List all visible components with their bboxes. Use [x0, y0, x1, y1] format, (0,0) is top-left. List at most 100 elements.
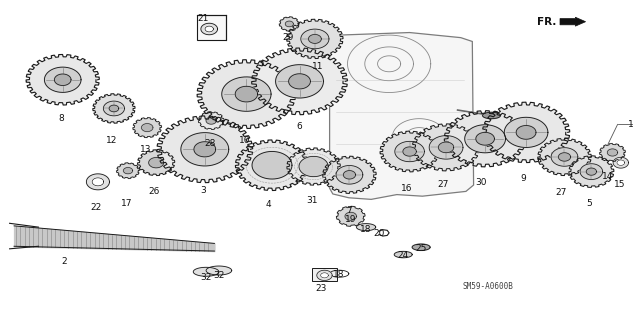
Polygon shape	[287, 19, 343, 59]
Polygon shape	[559, 153, 571, 161]
Polygon shape	[444, 111, 526, 167]
Polygon shape	[138, 150, 175, 175]
Polygon shape	[181, 133, 228, 166]
Text: 2: 2	[61, 257, 67, 266]
Polygon shape	[483, 102, 570, 163]
Bar	[312, 268, 337, 281]
Polygon shape	[148, 158, 164, 168]
Polygon shape	[193, 267, 219, 276]
Text: 5: 5	[586, 199, 591, 208]
Polygon shape	[116, 163, 140, 179]
Polygon shape	[600, 144, 625, 161]
Text: 9: 9	[521, 174, 526, 182]
Polygon shape	[285, 21, 293, 27]
Text: 27: 27	[437, 180, 449, 189]
Polygon shape	[560, 17, 586, 26]
Text: 12: 12	[106, 136, 118, 145]
Text: 15: 15	[614, 180, 625, 189]
Polygon shape	[222, 77, 271, 111]
Polygon shape	[26, 55, 99, 105]
Polygon shape	[301, 29, 329, 49]
Text: 32: 32	[200, 273, 212, 282]
Text: 11: 11	[312, 63, 323, 71]
Text: 31: 31	[307, 196, 318, 205]
Polygon shape	[198, 112, 224, 130]
Polygon shape	[617, 160, 625, 165]
Polygon shape	[344, 171, 356, 179]
Polygon shape	[504, 117, 548, 147]
Polygon shape	[197, 60, 296, 129]
Polygon shape	[205, 26, 213, 32]
Polygon shape	[86, 174, 109, 190]
Polygon shape	[483, 112, 500, 119]
Polygon shape	[476, 132, 494, 145]
Polygon shape	[252, 48, 348, 115]
Polygon shape	[356, 224, 376, 231]
Text: 18: 18	[360, 225, 372, 234]
Polygon shape	[133, 118, 161, 137]
Polygon shape	[157, 116, 253, 182]
Polygon shape	[412, 124, 480, 171]
Polygon shape	[321, 273, 328, 278]
Text: FR.: FR.	[538, 17, 557, 27]
Polygon shape	[276, 65, 323, 98]
Polygon shape	[92, 178, 104, 186]
Polygon shape	[279, 17, 300, 31]
Polygon shape	[289, 74, 310, 89]
Text: 21: 21	[198, 14, 209, 23]
Polygon shape	[236, 86, 258, 102]
Polygon shape	[516, 126, 536, 139]
Polygon shape	[337, 206, 365, 226]
Text: 27: 27	[555, 189, 566, 197]
Polygon shape	[299, 156, 328, 177]
Polygon shape	[206, 117, 216, 124]
Text: 7: 7	[346, 206, 351, 215]
Polygon shape	[201, 23, 218, 35]
Polygon shape	[394, 251, 412, 258]
Polygon shape	[380, 131, 439, 172]
Polygon shape	[124, 167, 132, 174]
Bar	[197, 15, 226, 40]
Polygon shape	[323, 156, 376, 193]
Text: 10: 10	[239, 136, 250, 145]
Text: 8: 8	[58, 114, 63, 122]
Polygon shape	[206, 266, 232, 275]
Polygon shape	[345, 212, 356, 220]
Polygon shape	[54, 74, 71, 85]
Polygon shape	[438, 142, 454, 153]
Polygon shape	[613, 157, 628, 168]
Polygon shape	[104, 101, 124, 116]
Text: 25: 25	[415, 244, 427, 253]
Text: 1: 1	[628, 120, 633, 129]
Text: 20: 20	[373, 229, 385, 238]
Polygon shape	[607, 149, 618, 156]
Polygon shape	[194, 142, 216, 157]
Polygon shape	[569, 156, 614, 187]
Polygon shape	[317, 270, 332, 280]
Text: 17: 17	[121, 199, 132, 208]
Polygon shape	[538, 138, 591, 175]
Polygon shape	[395, 141, 424, 162]
Polygon shape	[93, 94, 135, 123]
Text: 24: 24	[397, 251, 409, 260]
Text: 13: 13	[140, 145, 152, 154]
Text: 3: 3	[201, 186, 206, 195]
Polygon shape	[429, 136, 463, 159]
Text: 14: 14	[602, 172, 614, 181]
Text: 28: 28	[204, 139, 216, 148]
Polygon shape	[412, 244, 430, 250]
Text: 18: 18	[333, 270, 345, 279]
Polygon shape	[586, 168, 596, 175]
Polygon shape	[141, 123, 153, 132]
Text: 26: 26	[148, 187, 159, 196]
Text: 16: 16	[401, 184, 412, 193]
Polygon shape	[287, 148, 340, 185]
Polygon shape	[551, 148, 578, 166]
Polygon shape	[465, 125, 506, 153]
Polygon shape	[252, 152, 292, 179]
Polygon shape	[330, 33, 474, 199]
Polygon shape	[403, 147, 417, 156]
Polygon shape	[44, 67, 81, 93]
Text: SM59-A0600B: SM59-A0600B	[462, 282, 513, 291]
Polygon shape	[308, 34, 321, 43]
